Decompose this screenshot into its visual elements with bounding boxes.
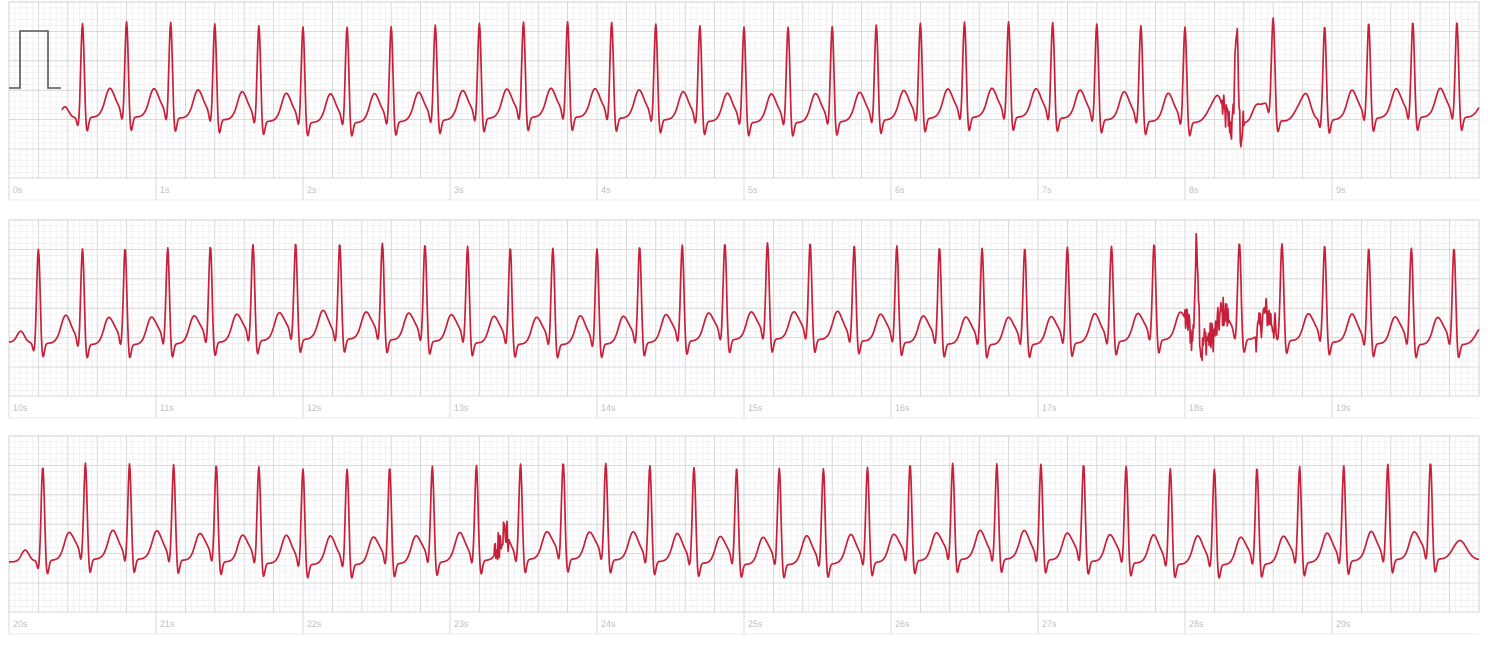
tick-label: 7s bbox=[1042, 185, 1052, 195]
tick-label: 9s bbox=[1336, 185, 1346, 195]
tick-label: 26s bbox=[895, 619, 910, 629]
ecg-trace bbox=[8, 232, 1480, 362]
tick-label: 16s bbox=[895, 403, 910, 413]
tick-label: 2s bbox=[307, 185, 317, 195]
ecg-trace bbox=[61, 17, 1480, 148]
tick-label: 1s bbox=[160, 185, 170, 195]
ecg-grid bbox=[8, 435, 1480, 613]
ecg-grid bbox=[8, 219, 1480, 397]
tick-label: 23s bbox=[454, 619, 469, 629]
tick-label: 12s bbox=[307, 403, 322, 413]
tick-label: 28s bbox=[1189, 619, 1204, 629]
tick-label: 19s bbox=[1336, 403, 1351, 413]
tick-label: 29s bbox=[1336, 619, 1351, 629]
tick-label: 17s bbox=[1042, 403, 1057, 413]
tick-label: 25s bbox=[748, 619, 763, 629]
tick-label: 21s bbox=[160, 619, 175, 629]
ecg-trace bbox=[8, 462, 1480, 579]
ecg-strip-1: 10s 11s 12s 13s 14s 15s 16s 17s 18s 19s bbox=[8, 219, 1480, 419]
tick-label: 18s bbox=[1189, 403, 1204, 413]
ecg-time-axis: 0s 1s 2s 3s 4s 5s 6s 7s 8s 9s bbox=[8, 178, 1479, 201]
tick-label: 20s bbox=[13, 619, 28, 629]
tick-label: 27s bbox=[1042, 619, 1057, 629]
tick-label: 11s bbox=[160, 403, 174, 413]
tick-label: 6s bbox=[895, 185, 905, 195]
tick-label: 13s bbox=[454, 403, 469, 413]
ecg-strip-0: 0s 1s 2s 3s 4s 5s 6s 7s 8s 9s bbox=[8, 1, 1480, 201]
ecg-time-axis: 10s 11s 12s 13s 14s 15s 16s 17s 18s 19s bbox=[8, 396, 1479, 419]
ecg-time-axis: 20s 21s 22s 23s 24s 25s 26s 27s 28s 29s bbox=[8, 612, 1479, 635]
ecg-strip-2: 20s 21s 22s 23s 24s 25s 26s 27s 28s 29s bbox=[8, 435, 1480, 635]
calibration-pulse bbox=[9, 30, 61, 89]
tick-label: 15s bbox=[748, 403, 763, 413]
tick-label: 8s bbox=[1189, 185, 1199, 195]
tick-label: 24s bbox=[601, 619, 616, 629]
tick-label: 5s bbox=[748, 185, 758, 195]
tick-label: 22s bbox=[307, 619, 322, 629]
tick-label: 0s bbox=[13, 185, 23, 195]
tick-label: 10s bbox=[13, 403, 28, 413]
tick-label: 14s bbox=[601, 403, 616, 413]
tick-label: 3s bbox=[454, 185, 464, 195]
tick-label: 4s bbox=[601, 185, 611, 195]
